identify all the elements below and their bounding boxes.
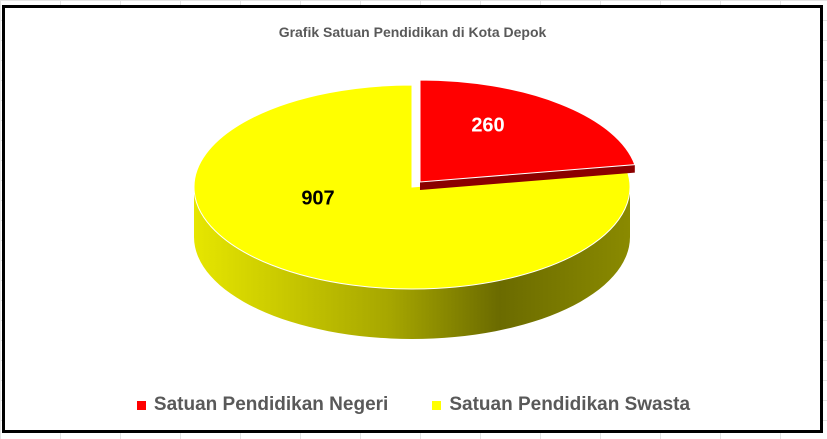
legend-label: Satuan Pendidikan Negeri — [153, 394, 389, 415]
pie-slice-swasta — [193, 84, 631, 290]
legend-label: Satuan Pendidikan Swasta — [449, 394, 691, 415]
legend-swatch-red — [136, 400, 146, 410]
pie-slice-negeri — [419, 79, 636, 183]
legend-item-swasta[interactable]: Satuan Pendidikan Swasta — [432, 394, 690, 416]
legend-swatch-yellow — [432, 400, 442, 410]
pie-side-swasta — [194, 187, 630, 339]
chart-title: Grafik Satuan Pendidikan di Kota Depok — [278, 24, 547, 40]
slice-edge-negeri — [420, 164, 635, 190]
data-label-swasta: 907 — [301, 187, 334, 209]
legend-item-negeri[interactable]: Satuan Pendidikan Negeri — [136, 394, 389, 416]
data-label-negeri: 260 — [471, 114, 504, 136]
legend: Satuan Pendidikan Negeri Satuan Pendidik… — [0, 394, 827, 416]
